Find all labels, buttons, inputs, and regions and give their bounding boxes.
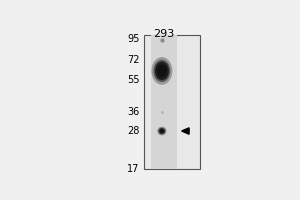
Polygon shape xyxy=(182,128,189,134)
Ellipse shape xyxy=(154,60,170,82)
Ellipse shape xyxy=(152,57,172,85)
Text: 72: 72 xyxy=(127,55,140,65)
Ellipse shape xyxy=(157,64,167,77)
Text: 17: 17 xyxy=(128,164,140,174)
Ellipse shape xyxy=(159,128,165,134)
Text: 95: 95 xyxy=(128,34,140,44)
Bar xyxy=(152,35,177,169)
Text: 55: 55 xyxy=(127,75,140,85)
Text: 293: 293 xyxy=(154,29,175,39)
Ellipse shape xyxy=(155,62,169,80)
Text: 36: 36 xyxy=(128,107,140,117)
Ellipse shape xyxy=(157,127,167,135)
Bar xyxy=(145,35,200,169)
Text: 28: 28 xyxy=(128,126,140,136)
Ellipse shape xyxy=(160,129,164,133)
